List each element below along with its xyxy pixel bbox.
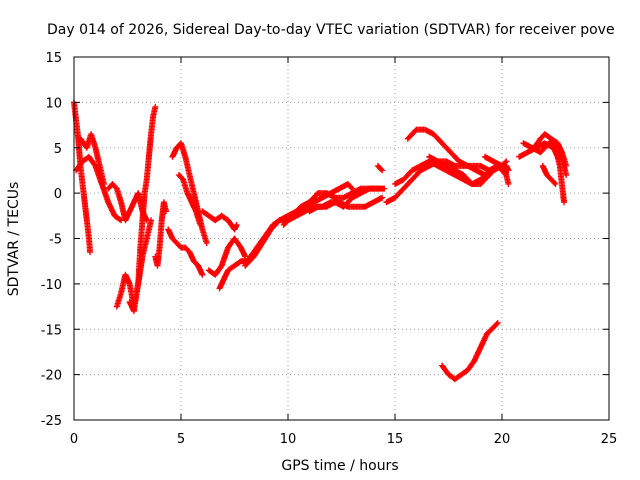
data-point-markers <box>199 208 240 233</box>
data-point-markers <box>306 185 381 215</box>
series-segment <box>165 226 206 278</box>
x-tick-label: 0 <box>70 432 78 447</box>
x-tick-label: 15 <box>387 432 404 447</box>
series-segment <box>539 162 559 187</box>
y-tick-label: 10 <box>45 96 62 111</box>
y-tick-label: -15 <box>41 323 62 338</box>
y-tick-label: -25 <box>41 414 62 429</box>
data-point-markers <box>439 319 501 383</box>
data-point-markers <box>404 126 510 178</box>
y-tick-label: 5 <box>54 142 62 157</box>
x-tick-label: 25 <box>601 432 618 447</box>
series-segment <box>199 208 240 233</box>
data-point-markers <box>175 172 204 228</box>
axis-ticks <box>73 56 610 421</box>
data-point-markers <box>539 162 559 187</box>
x-tick-label: 10 <box>280 432 297 447</box>
series-segment <box>404 126 510 178</box>
data-point-markers <box>374 162 386 174</box>
data-point-markers <box>126 103 159 315</box>
grid-lines <box>74 57 609 420</box>
series-segment <box>152 199 169 269</box>
x-tick-label: 20 <box>494 432 511 447</box>
y-axis-label: SDTVAR / TECUs <box>6 182 22 297</box>
series-segment <box>205 235 249 278</box>
series-segment <box>77 131 107 187</box>
data-points <box>71 99 570 383</box>
data-point-markers <box>205 235 249 278</box>
series-segment <box>306 185 381 215</box>
y-tick-label: 0 <box>54 187 62 202</box>
data-point-markers <box>77 131 107 187</box>
data-point-markers <box>152 199 169 269</box>
y-tick-label: -10 <box>41 278 62 293</box>
series-segment <box>439 319 501 383</box>
data-point-markers <box>426 153 493 187</box>
data-point-markers <box>481 153 512 187</box>
y-tick-labels: -25 -20 -15 -10 -5 0 5 10 15 <box>41 51 62 429</box>
x-axis-label: GPS time / hours <box>281 458 398 474</box>
y-tick-label: 15 <box>45 51 62 66</box>
chart-title: Day 014 of 2026, Sidereal Day-to-day VTE… <box>47 22 615 38</box>
x-tick-label: 5 <box>177 432 185 447</box>
series-segment <box>374 162 386 174</box>
x-tick-labels: 0 5 10 15 20 25 <box>70 432 617 447</box>
series-segment <box>426 153 493 187</box>
series-segment <box>531 131 570 169</box>
data-point-markers <box>531 131 570 169</box>
y-tick-label: -5 <box>49 233 62 248</box>
series-segment <box>481 153 512 187</box>
data-point-markers <box>165 226 206 278</box>
series-segment <box>126 103 159 315</box>
y-tick-label: -20 <box>41 369 62 384</box>
series-segment <box>175 172 204 228</box>
